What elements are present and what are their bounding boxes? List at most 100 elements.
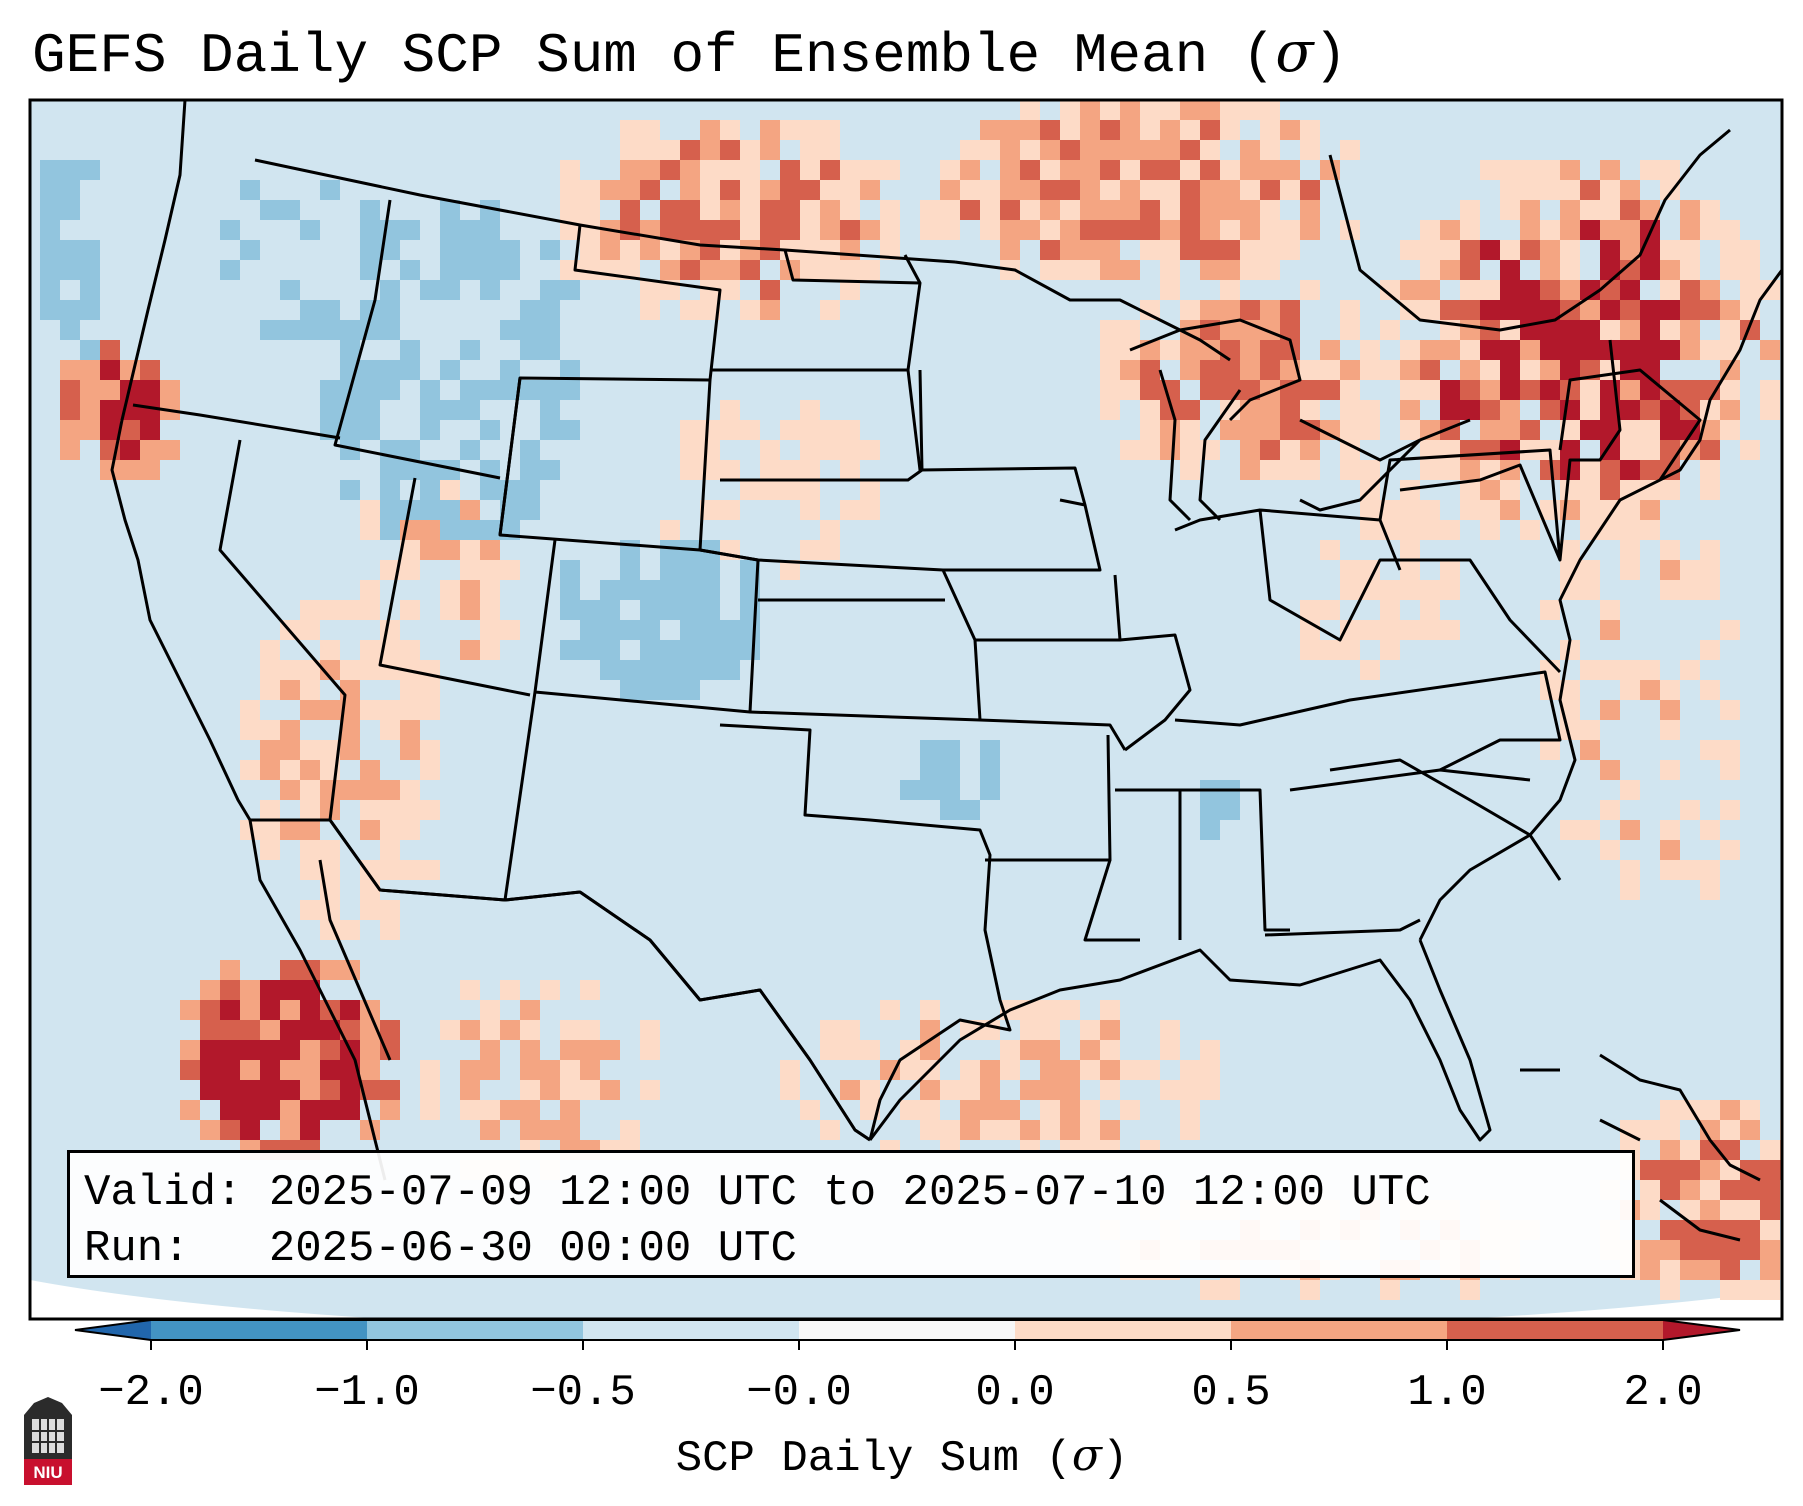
anomaly-cell [480,640,500,660]
anomaly-cell [320,900,340,920]
anomaly-cell [1760,380,1780,400]
anomaly-cell [1600,220,1620,240]
anomaly-cell [380,300,400,320]
anomaly-cell [1380,360,1400,380]
anomaly-cell [1620,780,1640,800]
anomaly-cell [360,760,380,780]
anomaly-cell [500,260,520,280]
anomaly-cell [80,420,100,440]
anomaly-cell [220,1020,240,1040]
baja [248,819,392,1181]
anomaly-cell [1080,180,1100,200]
anomaly-cell [340,300,360,320]
anomaly-cell [1220,200,1240,220]
anomaly-cell [1120,100,1140,120]
anomaly-cell [940,200,960,220]
anomaly-cell [1720,400,1740,420]
anomaly-cell [420,320,440,340]
anomaly-cell [420,540,440,560]
anomaly-cell [660,640,680,660]
anomaly-cell [1220,160,1240,180]
anomaly-cell [1620,500,1640,520]
anomaly-cell [980,1100,1000,1120]
anomaly-cell [1080,1100,1100,1120]
anomaly-cell [1160,100,1180,120]
anomaly-cell [220,980,240,1000]
anomaly-cell [280,740,300,760]
anomaly-cell [1420,280,1440,300]
anomaly-cell [580,220,600,240]
anomaly-cell [580,240,600,260]
anomaly-cell [960,200,980,220]
anomaly-cell [180,1040,200,1060]
anomaly-cell [720,140,740,160]
anomaly-cell [1720,840,1740,860]
anomaly-cell [820,540,840,560]
anomaly-cell [840,200,860,220]
anomaly-cell [560,280,580,300]
anomaly-cell [1680,340,1700,360]
anomaly-cell [120,460,140,480]
anomaly-cell [840,240,860,260]
anomaly-cell [1500,500,1520,520]
anomaly-cell [600,600,620,620]
colorbar-label-text: SCP Daily Sum ( [675,1434,1072,1484]
anomaly-cell [1340,620,1360,640]
anomaly-cell [360,860,380,880]
anomaly-cell [280,760,300,780]
anomaly-cell [700,620,720,640]
anomaly-cell [620,620,640,640]
anomaly-cell [1540,260,1560,280]
anomaly-cell [720,620,740,640]
anomaly-cell [80,380,100,400]
anomaly-cell [620,240,640,260]
anomaly-cell [500,340,520,360]
anomaly-cell [440,480,460,500]
anomaly-cell [740,560,760,580]
anomaly-cell [420,400,440,420]
anomaly-cell [1720,240,1740,260]
anomaly-cell [1740,1220,1760,1240]
anomaly-cell [1160,220,1180,240]
anomaly-cell [240,1000,260,1020]
anomaly-cell [280,660,300,680]
anomaly-cell [740,420,760,440]
anomaly-cell [1560,580,1580,600]
anomaly-cell [1560,440,1580,460]
anomaly-cell [1300,440,1320,460]
anomaly-cell [400,560,420,580]
anomaly-cell [1580,400,1600,420]
anomaly-cell [1000,1120,1020,1140]
anomaly-cell [220,1080,240,1100]
anomaly-cell [1460,1280,1480,1300]
anomaly-cell [1420,260,1440,280]
anomaly-cell [1360,340,1380,360]
anomaly-cell [1420,580,1440,600]
anomaly-cell [500,480,520,500]
anomaly-cell [1700,280,1720,300]
anomaly-cell [1260,420,1280,440]
anomaly-cell [1520,240,1540,260]
anomaly-cell [300,780,320,800]
anomaly-cell [1240,440,1260,460]
anomaly-cell [1580,460,1600,480]
anomaly-cell [260,1040,280,1060]
anomaly-cell [800,220,820,240]
anomaly-cell [1640,380,1660,400]
anomaly-cell [1660,1260,1680,1280]
anomaly-cell [660,240,680,260]
anomaly-cell [1640,1160,1660,1180]
anomaly-cell [1000,180,1020,200]
anomaly-cell [60,200,80,220]
anomaly-cell [1580,560,1600,580]
anomaly-cell [1120,360,1140,380]
anomaly-cell [1660,1140,1680,1160]
anomaly-cell [840,440,860,460]
anomaly-cell [380,1100,400,1120]
anomaly-cell [380,460,400,480]
anomaly-cell [1240,140,1260,160]
anomaly-cell [460,540,480,560]
anomaly-cell [380,800,400,820]
anomaly-cell [680,420,700,440]
anomaly-cell [1280,300,1300,320]
